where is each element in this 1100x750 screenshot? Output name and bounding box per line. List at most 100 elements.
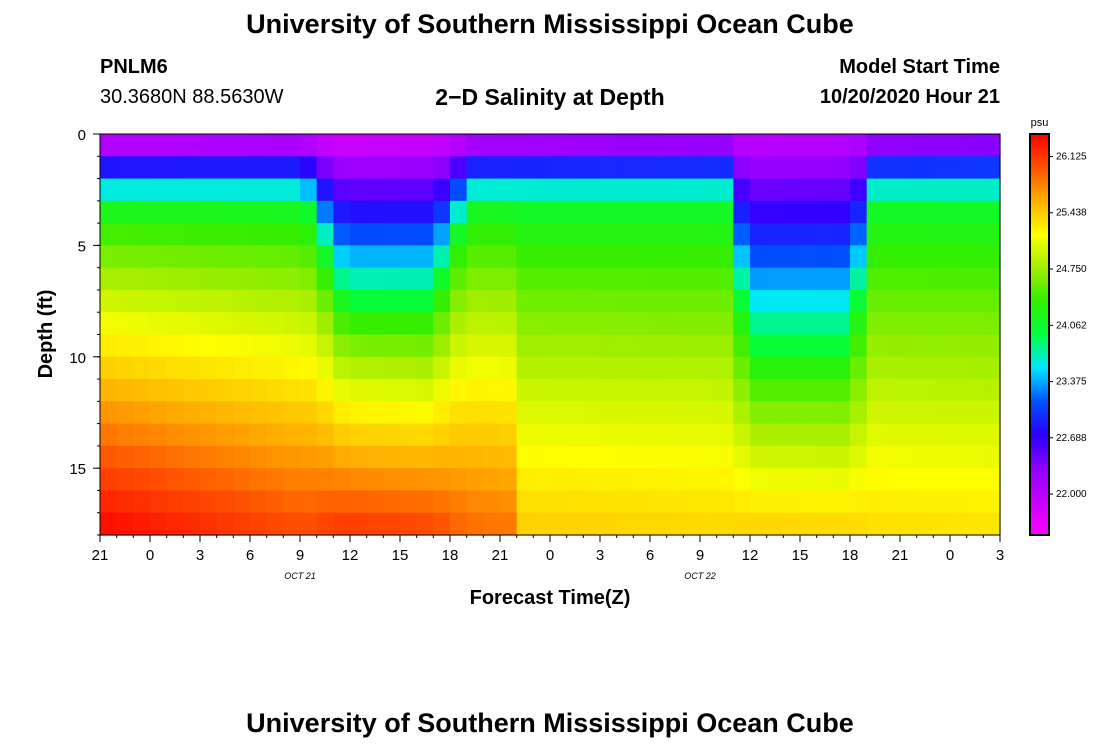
heatmap-cell xyxy=(100,423,118,447)
heatmap-cell xyxy=(933,223,951,246)
heatmap-cell xyxy=(550,490,568,514)
heatmap-cell xyxy=(466,468,484,492)
heatmap-cell xyxy=(666,267,684,291)
heatmap-cell xyxy=(883,156,901,180)
heatmap-cell xyxy=(233,468,251,492)
heatmap-cell xyxy=(883,490,901,514)
heatmap-cell xyxy=(316,445,334,469)
heatmap-cell xyxy=(516,334,534,358)
heatmap-cell xyxy=(500,289,518,313)
heatmap-cell xyxy=(733,356,751,380)
x-tick-label: 6 xyxy=(246,547,254,564)
heatmap-cell xyxy=(533,356,551,380)
heatmap-cell xyxy=(333,423,351,447)
heatmap-cell xyxy=(300,512,318,536)
heatmap-cell xyxy=(633,401,651,425)
heatmap-cell xyxy=(716,512,734,536)
heatmap-cell xyxy=(883,312,901,336)
heatmap-cell xyxy=(450,379,468,402)
heatmap-cell xyxy=(333,134,351,157)
heatmap-cell xyxy=(683,178,701,202)
heatmap-cell xyxy=(600,178,618,202)
heatmap-cell xyxy=(683,156,701,180)
heatmap-cell xyxy=(816,468,834,492)
heatmap-cell xyxy=(550,178,568,202)
heatmap-cell xyxy=(950,334,968,358)
heatmap-cell xyxy=(516,156,534,180)
heatmap-cell xyxy=(333,200,351,224)
heatmap-cell xyxy=(616,445,634,469)
heatmap-cell xyxy=(433,423,451,447)
colorbar-units: psu xyxy=(1031,117,1049,129)
heatmap-cell xyxy=(883,289,901,313)
heatmap-cell xyxy=(950,312,968,336)
heatmap-cell xyxy=(716,490,734,514)
heatmap-cell xyxy=(266,312,284,336)
heatmap-cell xyxy=(350,312,368,336)
heatmap-cell xyxy=(850,512,868,536)
heatmap-cell xyxy=(616,334,634,358)
x-tick-label: 21 xyxy=(92,547,109,564)
heatmap-cell xyxy=(216,134,234,157)
heatmap-cell xyxy=(250,401,268,425)
heatmap-cell xyxy=(250,379,268,402)
heatmap-cell xyxy=(950,445,968,469)
heatmap-cell xyxy=(100,178,118,202)
heatmap-cell xyxy=(816,423,834,447)
heatmap-cell xyxy=(133,401,151,425)
heatmap-cell xyxy=(816,512,834,536)
heatmap-cell xyxy=(783,245,801,269)
heatmap-cell xyxy=(850,156,868,180)
heatmap-cell xyxy=(583,289,601,313)
heatmap-cell xyxy=(433,245,451,269)
heatmap-cell xyxy=(550,401,568,425)
heatmap-cell xyxy=(200,423,218,447)
heatmap-cell xyxy=(416,134,434,157)
heatmap-cell xyxy=(800,401,818,425)
heatmap-cell xyxy=(283,289,301,313)
heatmap-cell xyxy=(983,356,1001,380)
heatmap-cell xyxy=(766,379,784,402)
heatmap-cell xyxy=(350,223,368,246)
heatmap-cell xyxy=(866,468,884,492)
heatmap-cell xyxy=(950,267,968,291)
heatmap-cell xyxy=(900,423,918,447)
heatmap-cell xyxy=(483,379,501,402)
heatmap-cell xyxy=(350,445,368,469)
heatmap-cell xyxy=(783,445,801,469)
heatmap-cell xyxy=(283,356,301,380)
heatmap-cell xyxy=(883,134,901,157)
heatmap-cell xyxy=(583,245,601,269)
heatmap-cell xyxy=(666,423,684,447)
heatmap-cell xyxy=(950,245,968,269)
heatmap-cell xyxy=(150,267,168,291)
heatmap-cell xyxy=(116,178,134,202)
heatmap-cell xyxy=(983,267,1001,291)
heatmap-cell xyxy=(166,200,184,224)
heatmap-cell xyxy=(800,512,818,536)
heatmap-cell xyxy=(516,312,534,336)
heatmap-cell xyxy=(783,200,801,224)
heatmap-cell xyxy=(350,334,368,358)
heatmap-cell xyxy=(866,445,884,469)
heatmap-cell xyxy=(166,156,184,180)
heatmap-cell xyxy=(916,401,934,425)
heatmap-cell xyxy=(766,156,784,180)
heatmap-cell xyxy=(183,490,201,514)
heatmap-cell xyxy=(916,267,934,291)
x-tick-label: 18 xyxy=(442,547,459,564)
heatmap-cell xyxy=(233,401,251,425)
heatmap-cell xyxy=(616,200,634,224)
heatmap-cell xyxy=(150,289,168,313)
heatmap-cell xyxy=(450,334,468,358)
x-tick-label: 21 xyxy=(492,547,509,564)
heatmap-cell xyxy=(183,356,201,380)
heatmap-cell xyxy=(150,223,168,246)
heatmap-cell xyxy=(400,401,418,425)
heatmap-cell xyxy=(766,178,784,202)
heatmap-cell xyxy=(166,312,184,336)
heatmap-cell xyxy=(816,312,834,336)
heatmap-cell xyxy=(900,445,918,469)
heatmap-cell xyxy=(866,512,884,536)
heatmap-cell xyxy=(716,156,734,180)
